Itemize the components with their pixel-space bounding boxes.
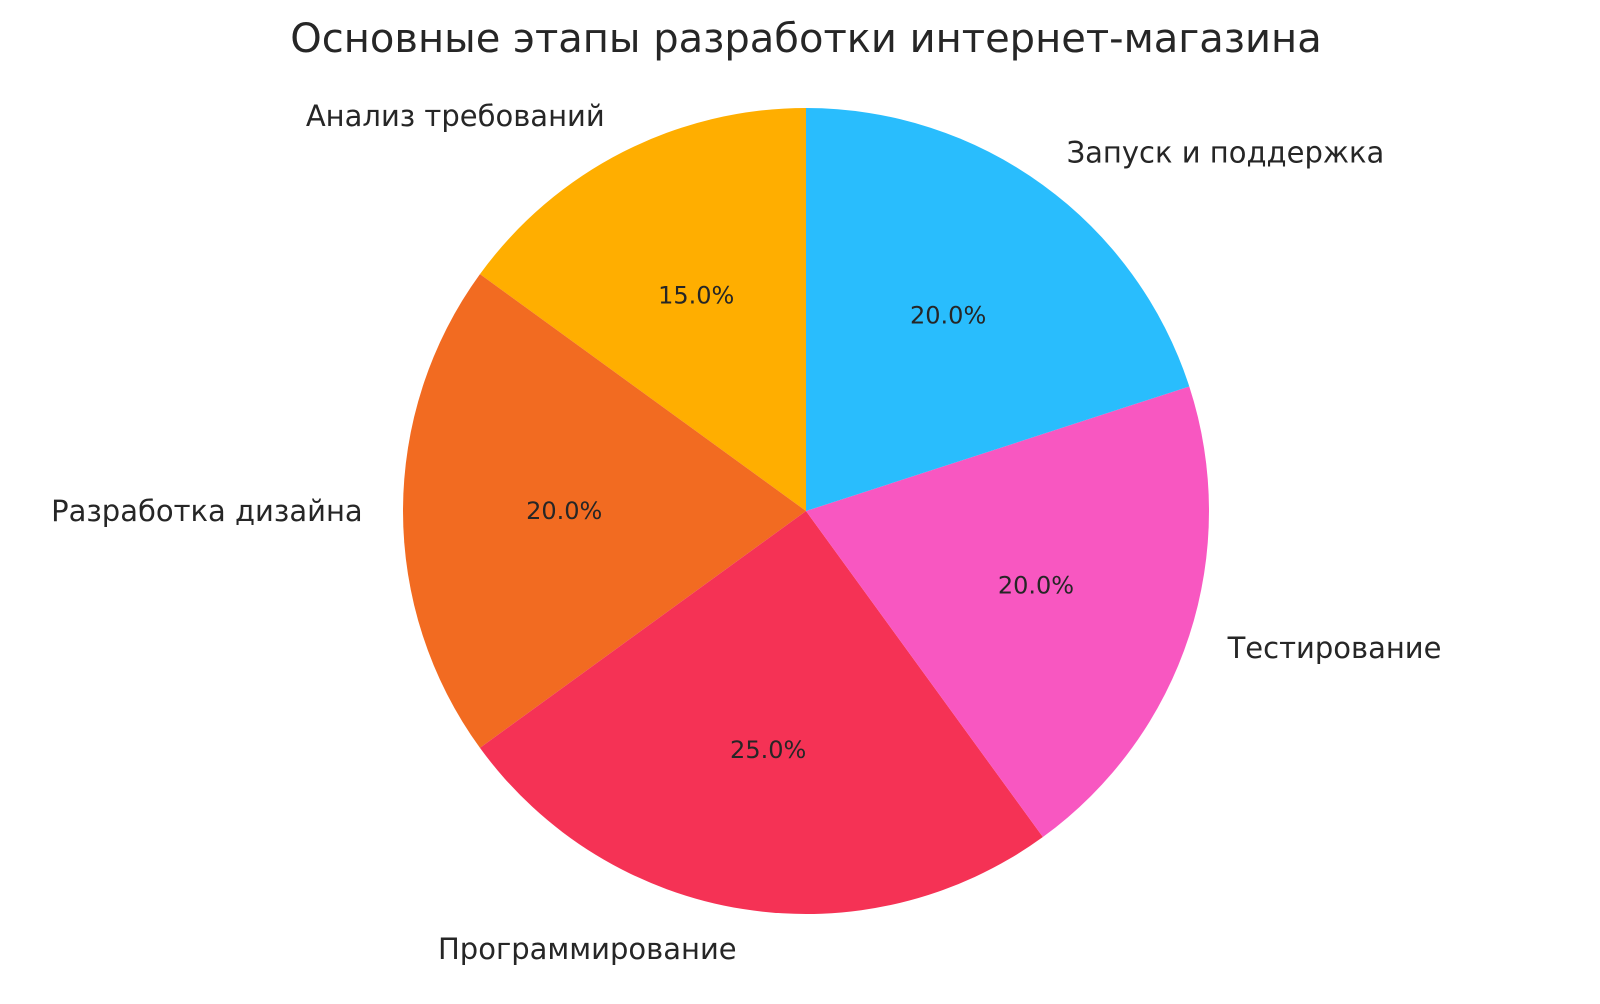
slice-percent-label: 25.0%: [730, 736, 806, 764]
slice-percent-label: 20.0%: [910, 301, 986, 329]
slice-label: Программирование: [438, 932, 737, 966]
pie-slice: [403, 274, 806, 748]
slice-label: Анализ требований: [306, 99, 605, 133]
slice-percent-label: 15.0%: [658, 282, 734, 310]
pie-slice: [479, 511, 1043, 914]
pie-slice: [479, 108, 806, 511]
pie-slice: [806, 108, 1190, 511]
slice-label: Разработка дизайна: [51, 494, 363, 528]
slice-percent-label: 20.0%: [526, 497, 602, 525]
pie-slice: [806, 386, 1209, 838]
slice-percent-label: 20.0%: [998, 572, 1074, 600]
slice-label: Тестирование: [1227, 631, 1442, 665]
chart-title: Основные этапы разработки интернет-магаз…: [290, 16, 1321, 62]
slice-label: Запуск и поддержка: [1067, 135, 1385, 169]
